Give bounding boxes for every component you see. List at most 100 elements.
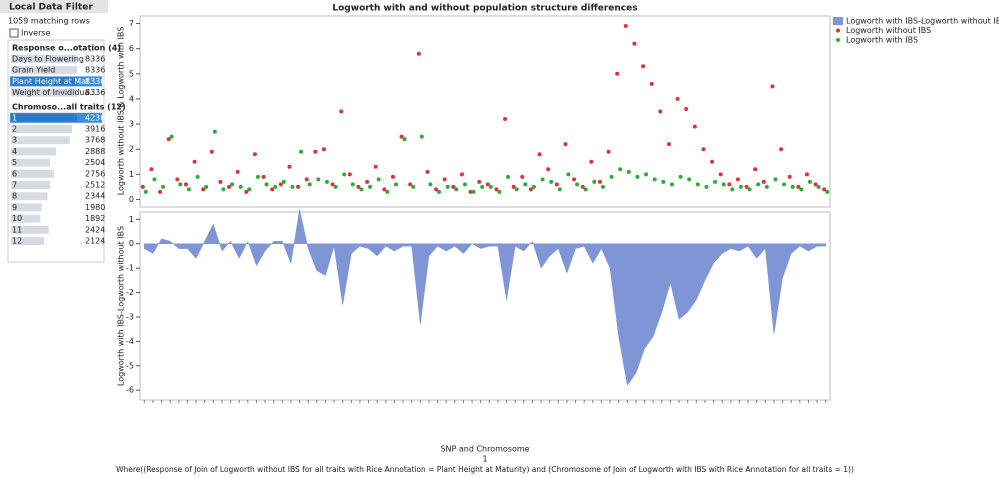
point: [462, 182, 467, 187]
point: [609, 174, 614, 179]
count-bar[interactable]: [11, 113, 77, 122]
point: [773, 177, 778, 182]
count-bar[interactable]: [11, 237, 45, 245]
point: [451, 184, 456, 189]
filter-panel: [7, 39, 105, 263]
filter-item[interactable]: 9: [12, 203, 17, 212]
point: [209, 149, 214, 154]
point: [589, 159, 594, 164]
point: [546, 167, 551, 172]
point: [186, 187, 191, 192]
count-bar[interactable]: [11, 158, 51, 167]
point: [816, 184, 821, 189]
point: [175, 177, 180, 182]
point: [459, 172, 464, 177]
filter-item[interactable]: 7: [12, 181, 17, 190]
point: [701, 147, 706, 152]
filter-item[interactable]: Grain Yield: [12, 66, 55, 75]
point: [313, 149, 318, 154]
point: [514, 187, 519, 192]
count-bar[interactable]: [11, 169, 54, 178]
point: [497, 189, 502, 194]
point: [468, 189, 473, 194]
count-bar[interactable]: [11, 192, 48, 201]
count-bar[interactable]: [11, 77, 77, 86]
point: [333, 184, 338, 189]
point: [549, 179, 554, 184]
point: [718, 172, 723, 177]
point: [822, 187, 827, 192]
filter-item[interactable]: 10: [12, 214, 22, 223]
count-bar[interactable]: [11, 225, 49, 234]
filter-item[interactable]: Days to Flowering: [12, 55, 84, 64]
filter-item[interactable]: 2: [12, 125, 17, 134]
point: [779, 147, 784, 152]
point: [583, 187, 588, 192]
point: [477, 179, 482, 184]
filter-item[interactable]: 12: [12, 237, 22, 246]
point: [615, 71, 620, 76]
plot-frame: [139, 15, 831, 208]
count-bar[interactable]: [11, 136, 70, 145]
filter-item[interactable]: 1: [12, 113, 17, 122]
count-bar[interactable]: [11, 147, 56, 156]
filter-count: 8336: [85, 88, 105, 97]
count-bar[interactable]: [11, 55, 77, 63]
filter-item[interactable]: 3: [12, 136, 17, 145]
filter-count: 4236: [85, 113, 105, 122]
y-tick-label: 0: [129, 239, 134, 248]
point: [531, 184, 536, 189]
point: [428, 182, 433, 187]
y-tick-label: 5: [129, 69, 134, 78]
filter-item[interactable]: 11: [12, 225, 22, 234]
point: [247, 187, 252, 192]
point: [390, 174, 395, 179]
point: [644, 172, 649, 177]
point: [684, 106, 689, 111]
point: [506, 174, 511, 179]
point: [324, 179, 329, 184]
point: [342, 172, 347, 177]
count-bar[interactable]: [11, 214, 41, 223]
point: [485, 182, 490, 187]
point: [140, 184, 145, 189]
y-tick-label: -2: [126, 288, 134, 297]
y-tick-label: -5: [126, 361, 134, 370]
point: [411, 184, 416, 189]
legend-swatch: [836, 28, 840, 33]
count-bar[interactable]: [11, 203, 42, 212]
point: [554, 182, 559, 187]
inverse-checkbox[interactable]: [9, 28, 19, 38]
point: [454, 187, 459, 192]
point: [540, 177, 545, 182]
point: [626, 169, 631, 174]
point: [445, 184, 450, 189]
point: [753, 167, 758, 172]
filter-count: 2888: [85, 147, 105, 156]
count-bar[interactable]: [11, 88, 77, 97]
point: [252, 152, 257, 157]
point: [316, 177, 321, 182]
point: [235, 169, 240, 174]
point: [227, 184, 232, 189]
matching-rows: 1059 matching rows: [8, 17, 90, 26]
y-axis-title: Logworth without IBS & Logworth with IBS: [117, 27, 126, 196]
filter-item[interactable]: 8: [12, 192, 17, 201]
filter-item[interactable]: Plant Height at Mat...: [12, 77, 97, 86]
count-bar[interactable]: [11, 66, 77, 75]
point: [600, 184, 605, 189]
point: [488, 184, 493, 189]
filter-item[interactable]: Weight of Invididua...: [12, 88, 97, 97]
count-bar[interactable]: [11, 125, 73, 133]
y-tick-label: 2: [129, 145, 134, 154]
count-bar[interactable]: [11, 181, 51, 189]
filter-item[interactable]: 4: [12, 147, 17, 156]
filter-item[interactable]: 6: [12, 169, 17, 178]
point: [606, 149, 611, 154]
where-clause: Where((Response of Join of Logworth with…: [116, 465, 854, 474]
filter-count: 1980: [85, 203, 105, 212]
filter-item[interactable]: 5: [12, 158, 17, 167]
point: [296, 184, 301, 189]
point: [158, 189, 163, 194]
point: [675, 96, 680, 101]
